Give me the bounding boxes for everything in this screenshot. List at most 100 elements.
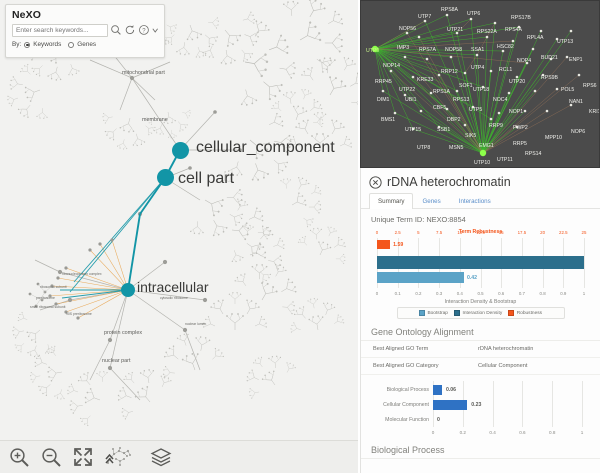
- gene-label-rcl1[interactable]: RCL1: [499, 67, 513, 73]
- gene-label-enp1[interactable]: ENP1: [569, 57, 583, 63]
- protein-network-canvas[interactable]: [361, 1, 600, 168]
- radio-keywords[interactable]: [24, 41, 31, 48]
- search-row[interactable]: ?: [12, 24, 158, 37]
- node-label-mitochondrial-part[interactable]: mitochondrial part: [122, 70, 165, 76]
- zoom-out-icon[interactable]: [40, 446, 62, 468]
- gene-label-ssb1[interactable]: SSB1: [437, 127, 451, 133]
- gene-label-imp3[interactable]: IMP3: [397, 45, 410, 51]
- gene-label-rrp12[interactable]: RRP12: [441, 69, 458, 75]
- gene-label-utp9[interactable]: UTP9: [366, 48, 380, 54]
- gene-label-sof1[interactable]: SOF1: [459, 83, 473, 89]
- gene-label-rps14[interactable]: RPS14: [525, 151, 542, 157]
- node-label-membrane[interactable]: membrane: [142, 117, 168, 123]
- gene-label-rps1a[interactable]: RPS1A: [433, 89, 451, 95]
- node-label-cytosolic-ribosome[interactable]: cytosolic ribosome: [160, 296, 188, 300]
- gene-label-rps13[interactable]: RPS13: [453, 97, 470, 103]
- gene-label-rpl4a[interactable]: RPL4A: [527, 35, 544, 41]
- gene-label-utp7[interactable]: UTP7: [418, 14, 432, 20]
- gene-label-ssa1[interactable]: SSA1: [471, 47, 485, 53]
- gene-label-nop6[interactable]: NOP6: [571, 129, 586, 135]
- gene-label-utp21[interactable]: UTP21: [447, 27, 464, 33]
- node-label-preribosome[interactable]: preribosome: [36, 296, 55, 300]
- hierarchy-graph-canvas[interactable]: [0, 0, 358, 440]
- gene-label-utp10[interactable]: UTP10: [474, 160, 491, 166]
- gene-label-utp15[interactable]: UTP15: [405, 127, 422, 133]
- help-icon[interactable]: ?: [138, 24, 150, 37]
- gene-label-kri1[interactable]: KRI1: [589, 109, 600, 115]
- graph-node-intracellular[interactable]: [121, 283, 135, 297]
- details-tabs[interactable]: Summary Genes Interactions: [361, 192, 600, 209]
- gene-label-hsc82[interactable]: HSC82: [497, 44, 514, 50]
- gene-label-rps9b[interactable]: RPS9B: [541, 75, 559, 81]
- gene-label-noc4[interactable]: NOC4: [493, 97, 508, 103]
- gene-label-utp4[interactable]: UTP4: [471, 65, 485, 71]
- radio-label-keywords[interactable]: Keywords: [33, 41, 62, 48]
- collapse-network-icon[interactable]: [104, 446, 132, 468]
- graph-node-cell-part[interactable]: [157, 169, 174, 186]
- gene-label-emg1[interactable]: EMG1: [479, 143, 494, 149]
- hub-node-utp9[interactable]: [371, 45, 379, 53]
- gene-label-dbp2[interactable]: DBP2: [447, 117, 461, 123]
- gene-label-dim1[interactable]: DIM1: [377, 97, 390, 103]
- gene-label-cbf5[interactable]: CBF5: [433, 105, 447, 111]
- gene-label-rps6[interactable]: RPS6: [583, 83, 597, 89]
- tab-interactions[interactable]: Interactions: [458, 198, 491, 205]
- legend-item-robustness[interactable]: Robustness: [508, 310, 542, 316]
- graph-node-label-cell-part[interactable]: cell part: [178, 170, 235, 187]
- graph-node-label-intracellular[interactable]: intracellular: [137, 279, 209, 295]
- radio-genes[interactable]: [68, 41, 75, 48]
- search-filter-row[interactable]: By: Keywords Genes: [12, 41, 158, 48]
- gene-label-nop56[interactable]: NOP56: [399, 26, 417, 32]
- gene-label-rps4a[interactable]: RPS4A: [505, 27, 523, 33]
- close-circle-icon[interactable]: [369, 175, 382, 189]
- node-label-nuclear-lumen[interactable]: nuclear lumen: [185, 322, 207, 326]
- search-icon[interactable]: [110, 24, 122, 37]
- node-label-nuclear-part[interactable]: nuclear part: [102, 358, 131, 364]
- node-label-90s-preribosome[interactable]: 90S preribosome: [66, 312, 92, 316]
- gene-label-pol5[interactable]: POL5: [561, 87, 575, 93]
- tab-genes[interactable]: Genes: [422, 198, 441, 205]
- gene-label-nop4[interactable]: NOP4: [517, 58, 532, 64]
- gene-label-nop1[interactable]: NOP1: [509, 109, 524, 115]
- hub-node-utp10[interactable]: [479, 149, 487, 157]
- gene-label-utp20[interactable]: UTP20: [509, 79, 526, 85]
- fit-to-screen-icon[interactable]: [72, 446, 94, 468]
- gene-label-utp5[interactable]: UTP5: [469, 107, 483, 113]
- gene-label-utp6[interactable]: UTP6: [467, 11, 481, 17]
- gene-label-rrp9[interactable]: RRP9: [489, 123, 503, 129]
- node-label-ribonucleoprotein-complex[interactable]: ribonucleoprotein complex: [62, 272, 102, 276]
- gene-label-kre33[interactable]: KRE33: [417, 77, 434, 83]
- protein-interaction-network[interactable]: UTP9 UTP7 RPS8A UTP6 RPS17B NOP56 UTP21 …: [360, 0, 600, 168]
- gene-label-rrp5[interactable]: RRP5: [513, 141, 527, 147]
- gene-label-nan1[interactable]: NAN1: [569, 99, 583, 105]
- gene-label-mpp10[interactable]: MPP10: [545, 135, 563, 141]
- gene-label-rps7a[interactable]: RPS7A: [419, 47, 437, 53]
- gene-label-pwp2[interactable]: PWP2: [513, 125, 528, 131]
- gene-label-utp13[interactable]: UTP13: [557, 39, 574, 45]
- gene-label-sik5[interactable]: SIK5: [465, 133, 477, 139]
- gene-label-bms1[interactable]: BMS1: [381, 117, 396, 123]
- refresh-icon[interactable]: [124, 24, 136, 37]
- gene-label-utp22[interactable]: UTP22: [399, 87, 416, 93]
- legend-item-interaction-density[interactable]: Interaction Density: [453, 310, 502, 316]
- nexo-hierarchy-viewer[interactable]: mitochondrial part membrane protein comp…: [0, 0, 358, 473]
- legend-item-bootstrap[interactable]: Bootstrap: [418, 310, 448, 316]
- node-label-ribosomal-subunit[interactable]: ribosomal subunit: [40, 285, 67, 289]
- gene-label-rrp45[interactable]: RRP45: [375, 79, 392, 85]
- node-label-small-ribosomal-subunit[interactable]: small ribosomal subunit: [30, 305, 66, 309]
- viewer-toolbar[interactable]: [0, 440, 358, 473]
- graph-node-cellular-component[interactable]: [172, 142, 189, 159]
- zoom-in-icon[interactable]: [8, 446, 30, 468]
- gene-label-utp18[interactable]: UTP18: [473, 87, 490, 93]
- gene-label-utp8[interactable]: UTP8: [417, 145, 431, 151]
- search-panel[interactable]: NeXO ? By: Keywords Genes: [5, 4, 165, 58]
- gene-label-msn5[interactable]: MSN5: [449, 145, 464, 151]
- gene-label-bud21[interactable]: BUD21: [541, 55, 558, 61]
- tab-summary[interactable]: Summary: [369, 193, 414, 209]
- gene-label-ubi1[interactable]: UBI1: [405, 97, 417, 103]
- chevron-down-icon[interactable]: [152, 24, 158, 37]
- gene-label-nop58[interactable]: NOP58: [445, 47, 463, 53]
- term-details-panel[interactable]: rDNA heterochromatin Summary Genes Inter…: [360, 168, 600, 473]
- node-label-protein-complex[interactable]: protein complex: [104, 330, 143, 336]
- layers-icon[interactable]: [150, 446, 172, 468]
